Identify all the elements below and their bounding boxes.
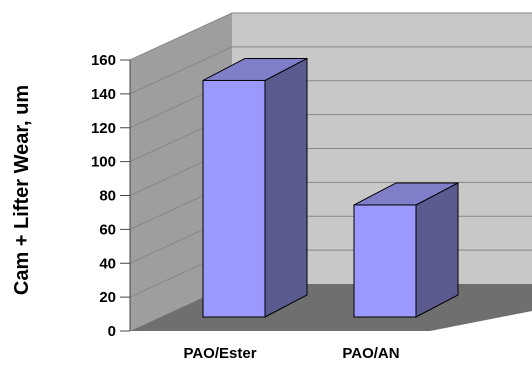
y-tick-label: 60 xyxy=(99,221,116,238)
y-tick-label: 120 xyxy=(91,120,116,137)
y-tick-label: 80 xyxy=(99,188,116,205)
y-tick-label: 0 xyxy=(108,323,116,340)
chart-walls xyxy=(130,13,532,331)
bar-side xyxy=(264,57,308,318)
y-tick-label: 100 xyxy=(91,154,116,171)
y-tick-label: 40 xyxy=(99,255,116,272)
y-tick-label: 20 xyxy=(99,289,116,306)
bar-1 xyxy=(202,57,308,318)
bar-2 xyxy=(353,182,459,318)
gridline-160 xyxy=(129,12,532,61)
x-category-label: PAO/AN xyxy=(342,345,399,362)
bars xyxy=(202,57,459,318)
bar-front xyxy=(353,204,417,318)
y-axis-ticks: 0 20 40 60 80 100 120 140 160 xyxy=(91,52,130,340)
bar-side xyxy=(415,182,459,318)
x-category-label: PAO/Ester xyxy=(183,345,256,362)
x-axis-categories: PAO/Ester PAO/AN xyxy=(183,345,399,362)
gridline-140 xyxy=(129,46,532,95)
y-tick-label: 140 xyxy=(91,86,116,103)
y-tick-label: 160 xyxy=(91,52,116,69)
y-axis-title: Cam + Lifter Wear, um xyxy=(11,85,33,295)
bar-front xyxy=(202,79,266,318)
